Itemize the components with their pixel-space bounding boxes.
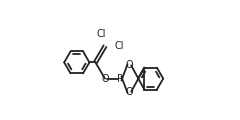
Text: O: O xyxy=(125,60,133,70)
Text: Cl: Cl xyxy=(97,29,106,39)
Text: P: P xyxy=(117,74,123,84)
Text: Cl: Cl xyxy=(115,41,124,51)
Text: O: O xyxy=(125,87,133,97)
Text: O: O xyxy=(101,74,109,84)
